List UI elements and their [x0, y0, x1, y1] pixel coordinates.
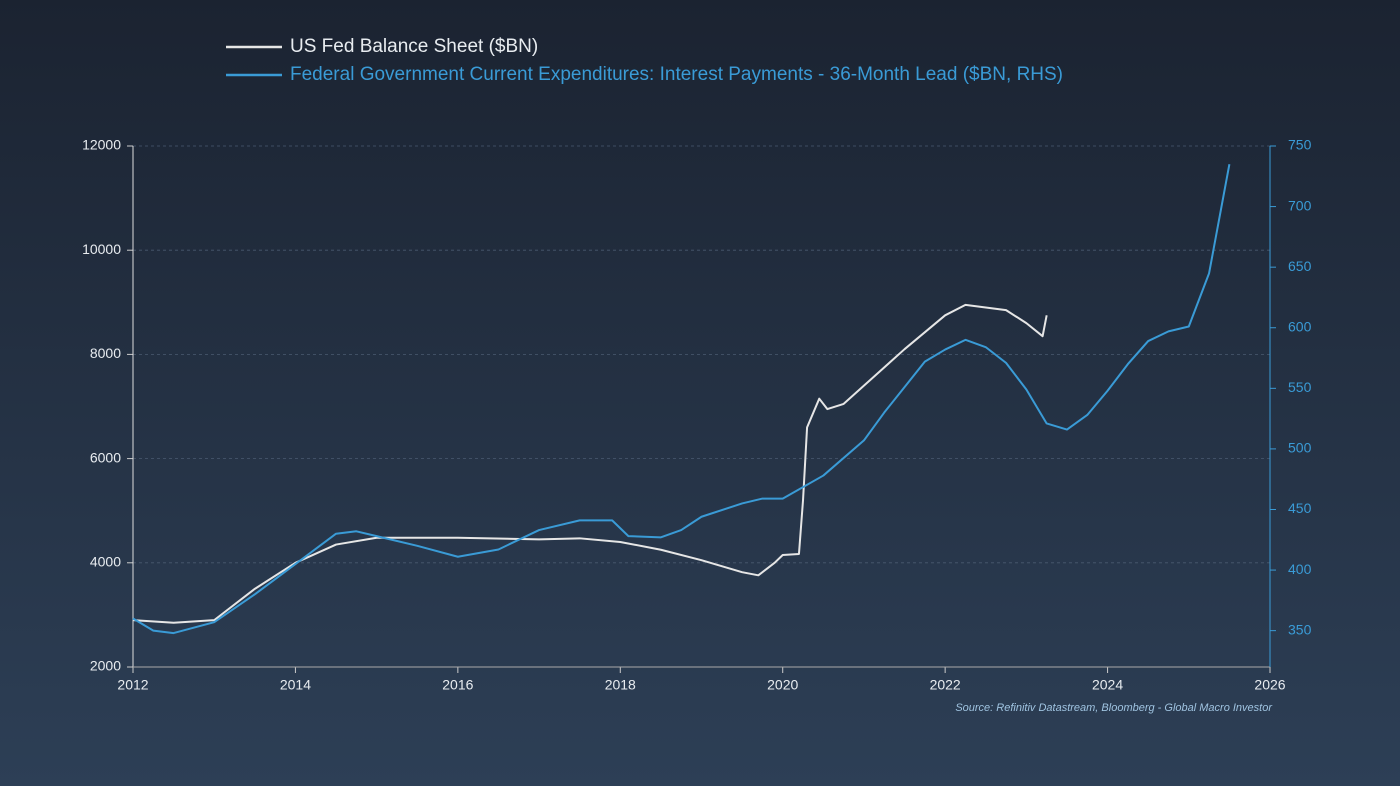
x-tick-label: 2026 — [1254, 677, 1285, 693]
x-tick-label: 2022 — [930, 677, 961, 693]
source-note: Source: Refinitiv Datastream, Bloomberg … — [955, 702, 1273, 714]
x-tick-label: 2014 — [280, 677, 311, 693]
x-tick-label: 2018 — [605, 677, 636, 693]
y2-tick-label: 500 — [1288, 440, 1312, 456]
series-line — [132, 303, 1048, 624]
x-tick-label: 2016 — [442, 677, 473, 693]
y2-tick-label: 400 — [1288, 561, 1312, 577]
y2-tick-label: 350 — [1288, 621, 1312, 637]
x-tick-label: 2024 — [1092, 677, 1123, 693]
y2-tick-label: 600 — [1288, 318, 1312, 334]
legend: US Fed Balance Sheet ($BN) Federal Gover… — [226, 36, 1063, 85]
y-tick-label: 4000 — [90, 554, 121, 570]
y-tick-label: 8000 — [90, 345, 121, 361]
y-tick-label: 2000 — [90, 658, 121, 674]
y2-tick-label: 700 — [1288, 197, 1312, 213]
y-tick-label: 10000 — [82, 241, 121, 257]
legend-label: Federal Government Current Expenditures:… — [290, 64, 1063, 85]
y2-tick-label: 450 — [1288, 500, 1312, 516]
series-line — [132, 163, 1231, 635]
y2-tick-label: 650 — [1288, 258, 1312, 274]
y2-tick-label: 550 — [1288, 379, 1312, 395]
y-tick-label: 6000 — [90, 449, 121, 465]
legend-label: US Fed Balance Sheet ($BN) — [290, 36, 538, 57]
x-tick-label: 2012 — [117, 677, 148, 693]
x-tick-label: 2020 — [767, 677, 798, 693]
y-tick-label: 12000 — [82, 137, 121, 153]
y2-tick-label: 750 — [1288, 137, 1312, 153]
